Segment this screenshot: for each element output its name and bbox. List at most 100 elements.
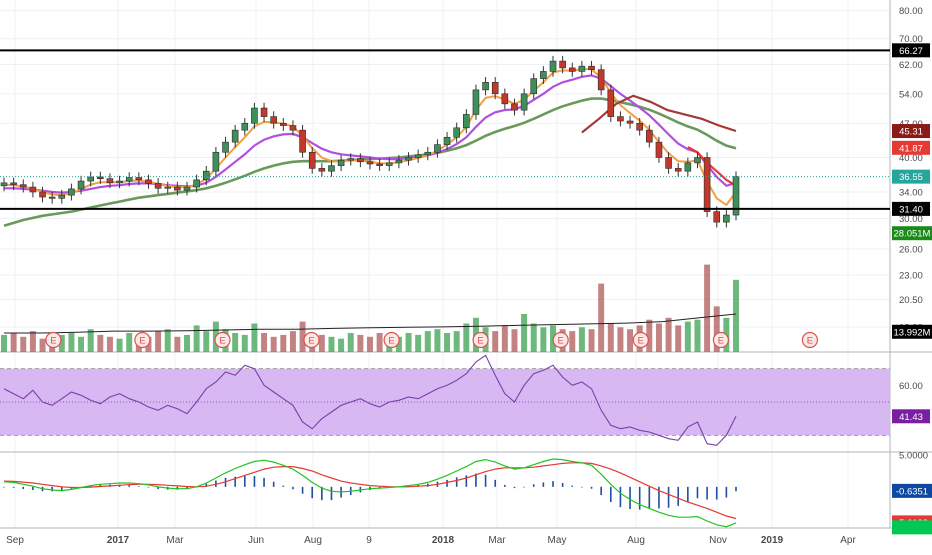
candle-body[interactable]	[434, 144, 441, 153]
candle-body[interactable]	[472, 89, 480, 115]
earnings-marker[interactable]	[303, 331, 320, 349]
candle-body[interactable]	[241, 122, 249, 131]
candle-body[interactable]	[559, 60, 566, 69]
candle-body[interactable]	[183, 186, 191, 191]
candle-body[interactable]	[511, 103, 518, 111]
macd-histogram-bar	[629, 486, 631, 509]
candle-body[interactable]	[68, 188, 75, 196]
candle-body[interactable]	[270, 116, 277, 124]
candle-body[interactable]	[463, 114, 470, 129]
candle-body[interactable]	[703, 157, 711, 212]
candle-body[interactable]	[222, 141, 229, 153]
earnings-marker[interactable]	[712, 331, 730, 349]
earnings-marker[interactable]	[383, 331, 400, 349]
candle-body[interactable]	[145, 179, 152, 184]
candle-body[interactable]	[694, 157, 701, 164]
candle-body[interactable]	[549, 60, 557, 72]
candle-body[interactable]	[347, 158, 355, 161]
candle-body[interactable]	[385, 162, 393, 166]
macd-panel[interactable]: 5.0000-0.6351-5.6138	[3, 451, 932, 535]
candle-body[interactable]	[212, 151, 220, 172]
earnings-marker[interactable]	[632, 331, 649, 349]
candle-body[interactable]	[597, 69, 605, 91]
candle-body[interactable]	[318, 168, 326, 172]
candle-body[interactable]	[357, 158, 364, 163]
candle-body[interactable]	[376, 163, 383, 166]
candle-body[interactable]	[77, 180, 85, 190]
candle-body[interactable]	[723, 214, 730, 223]
volume-bar	[184, 334, 190, 352]
candle-body[interactable]	[106, 178, 114, 184]
candle-body[interactable]	[193, 179, 200, 188]
candle-body[interactable]	[482, 82, 489, 91]
candle-body[interactable]	[414, 154, 422, 158]
candle-body[interactable]	[568, 67, 576, 72]
earnings-marker[interactable]	[801, 331, 819, 349]
candle-body[interactable]	[530, 78, 538, 95]
candle-body[interactable]	[58, 194, 66, 199]
candle-body[interactable]	[299, 129, 306, 153]
candle-body[interactable]	[453, 127, 460, 138]
candle-body[interactable]	[97, 176, 104, 179]
candle-body[interactable]	[308, 151, 316, 169]
candle-body[interactable]	[674, 168, 682, 172]
candle-body[interactable]	[424, 151, 432, 156]
candle-body[interactable]	[578, 65, 586, 72]
earnings-marker[interactable]	[472, 331, 489, 349]
candle-body[interactable]	[337, 159, 345, 166]
candle-body[interactable]	[328, 165, 335, 172]
candle-body[interactable]	[405, 157, 412, 161]
candle-body[interactable]	[713, 211, 721, 223]
candle-body[interactable]	[231, 129, 239, 143]
candle-body[interactable]	[366, 161, 374, 165]
candle-body[interactable]	[48, 196, 56, 199]
volume-bar	[376, 333, 383, 352]
horizontal-lines-layer[interactable]: 66.27 31.40	[0, 43, 930, 216]
candle-body[interactable]	[202, 170, 210, 181]
candle-body[interactable]	[636, 122, 643, 131]
candle-body[interactable]	[260, 107, 268, 117]
candle-body[interactable]	[617, 116, 624, 122]
candle-body[interactable]	[626, 120, 634, 124]
candle-body[interactable]	[646, 129, 653, 143]
candle-body[interactable]	[520, 93, 528, 111]
candle-body[interactable]	[174, 186, 181, 191]
candle-body[interactable]	[19, 184, 27, 188]
candle-body[interactable]	[116, 180, 123, 184]
candle-body[interactable]	[588, 65, 595, 70]
earnings-marker[interactable]	[552, 331, 569, 349]
candle-body[interactable]	[125, 177, 133, 182]
candle-body[interactable]	[39, 191, 46, 198]
candle-body[interactable]	[395, 159, 403, 164]
candle-body[interactable]	[665, 157, 672, 169]
price-axis-tick-label: 62.00	[899, 60, 923, 71]
rsi-panel[interactable]: 60.00 41.43	[0, 354, 930, 446]
earnings-marker[interactable]	[214, 331, 231, 349]
candle-body[interactable]	[289, 125, 297, 131]
volume-bar	[511, 329, 518, 352]
candle-layer[interactable]	[0, 55, 740, 228]
candle-body[interactable]	[491, 82, 499, 95]
candle-body[interactable]	[251, 107, 258, 124]
candle-body[interactable]	[540, 71, 547, 79]
candle-body[interactable]	[10, 182, 17, 185]
candle-body[interactable]	[280, 122, 287, 126]
candle-body[interactable]	[0, 182, 8, 187]
candle-body[interactable]	[164, 186, 172, 189]
candle-body[interactable]	[655, 141, 663, 158]
macd-histogram-bar	[677, 486, 680, 506]
candle-body[interactable]	[684, 162, 692, 172]
earnings-marker[interactable]	[134, 331, 151, 349]
candle-body[interactable]	[154, 183, 162, 189]
candle-body[interactable]	[443, 136, 451, 145]
candle-body[interactable]	[135, 177, 143, 181]
volume-bar	[713, 306, 720, 352]
candle-body[interactable]	[607, 89, 615, 117]
earnings-marker[interactable]	[45, 331, 62, 349]
candle-body[interactable]	[87, 176, 94, 182]
candle-body[interactable]	[29, 186, 37, 193]
candle-body[interactable]	[501, 93, 509, 105]
